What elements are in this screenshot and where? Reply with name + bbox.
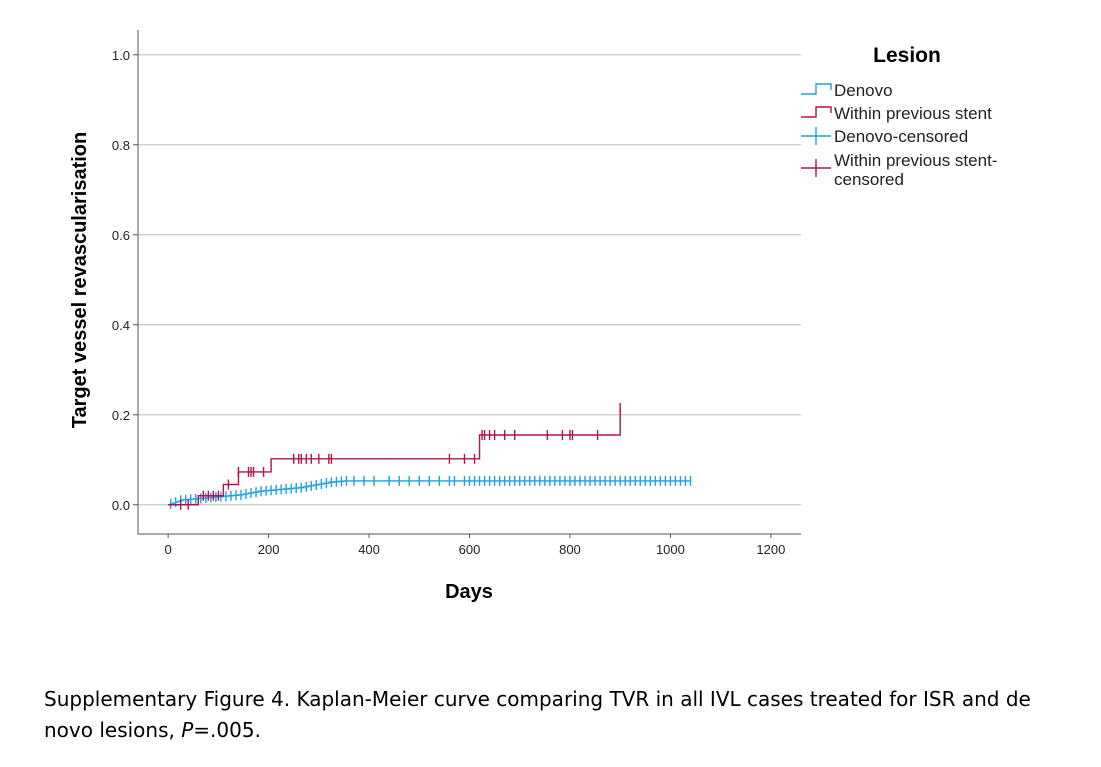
x-tick-label: 1200 bbox=[756, 542, 785, 557]
km-step-line bbox=[168, 408, 621, 506]
series-layer bbox=[168, 403, 692, 510]
series-within-previous-stent bbox=[168, 403, 621, 510]
x-tick-label: 200 bbox=[258, 542, 280, 557]
caption-p-letter: P bbox=[181, 718, 194, 742]
caption-p-value: =.005. bbox=[193, 718, 261, 742]
legend-entry: Within previous stent bbox=[801, 104, 992, 123]
legend-entry: Within previous stent-censored bbox=[801, 151, 997, 189]
y-tick-label: 0.4 bbox=[112, 318, 130, 333]
y-tick-label: 1.0 bbox=[112, 48, 130, 63]
caption-text: Supplementary Figure 4. Kaplan-Meier cur… bbox=[44, 687, 1031, 742]
y-axis-ticks: 0.0 0.2 0.4 0.6 0.8 1.0 bbox=[112, 48, 138, 513]
legend-label: Within previous stent-censored bbox=[834, 151, 997, 189]
x-tick-label: 1000 bbox=[656, 542, 685, 557]
y-tick-label: 0.8 bbox=[112, 138, 130, 153]
kaplan-meier-chart: 0.0 0.2 0.4 0.6 0.8 1.0 0 200 400 600 800 1000 1200… bbox=[69, 30, 997, 603]
series-denovo bbox=[168, 475, 692, 509]
legend-label: Within previous stent bbox=[834, 104, 992, 123]
legend-swatch bbox=[801, 83, 832, 95]
x-axis-label: Days bbox=[445, 581, 493, 603]
legend-swatch bbox=[801, 106, 832, 118]
grid-lines bbox=[138, 54, 801, 506]
y-tick-label: 0.2 bbox=[112, 408, 130, 423]
legend-entry: Denovo bbox=[801, 81, 893, 100]
y-axis-label: Target vessel revascularisation bbox=[69, 132, 91, 428]
x-tick-label: 0 bbox=[165, 542, 172, 557]
x-tick-label: 800 bbox=[559, 542, 581, 557]
x-tick-label: 400 bbox=[358, 542, 380, 557]
y-tick-label: 0.6 bbox=[112, 228, 130, 243]
legend-label: Denovo-censored bbox=[834, 127, 968, 146]
legend: Lesion Denovo Within previous stent Denovo… bbox=[801, 44, 997, 189]
legend-title: Lesion bbox=[873, 44, 941, 67]
legend-entry: Denovo-censored bbox=[801, 127, 968, 146]
legend-label-line: censored bbox=[834, 170, 904, 189]
y-tick-label: 0.0 bbox=[112, 498, 130, 513]
legend-label: Denovo bbox=[834, 81, 893, 100]
figure-caption: Supplementary Figure 4. Kaplan-Meier cur… bbox=[44, 684, 1054, 746]
x-tick-label: 600 bbox=[459, 542, 481, 557]
legend-label-line: Within previous stent- bbox=[834, 151, 997, 170]
x-axis-ticks: 0 200 400 600 800 1000 1200 bbox=[165, 534, 785, 557]
